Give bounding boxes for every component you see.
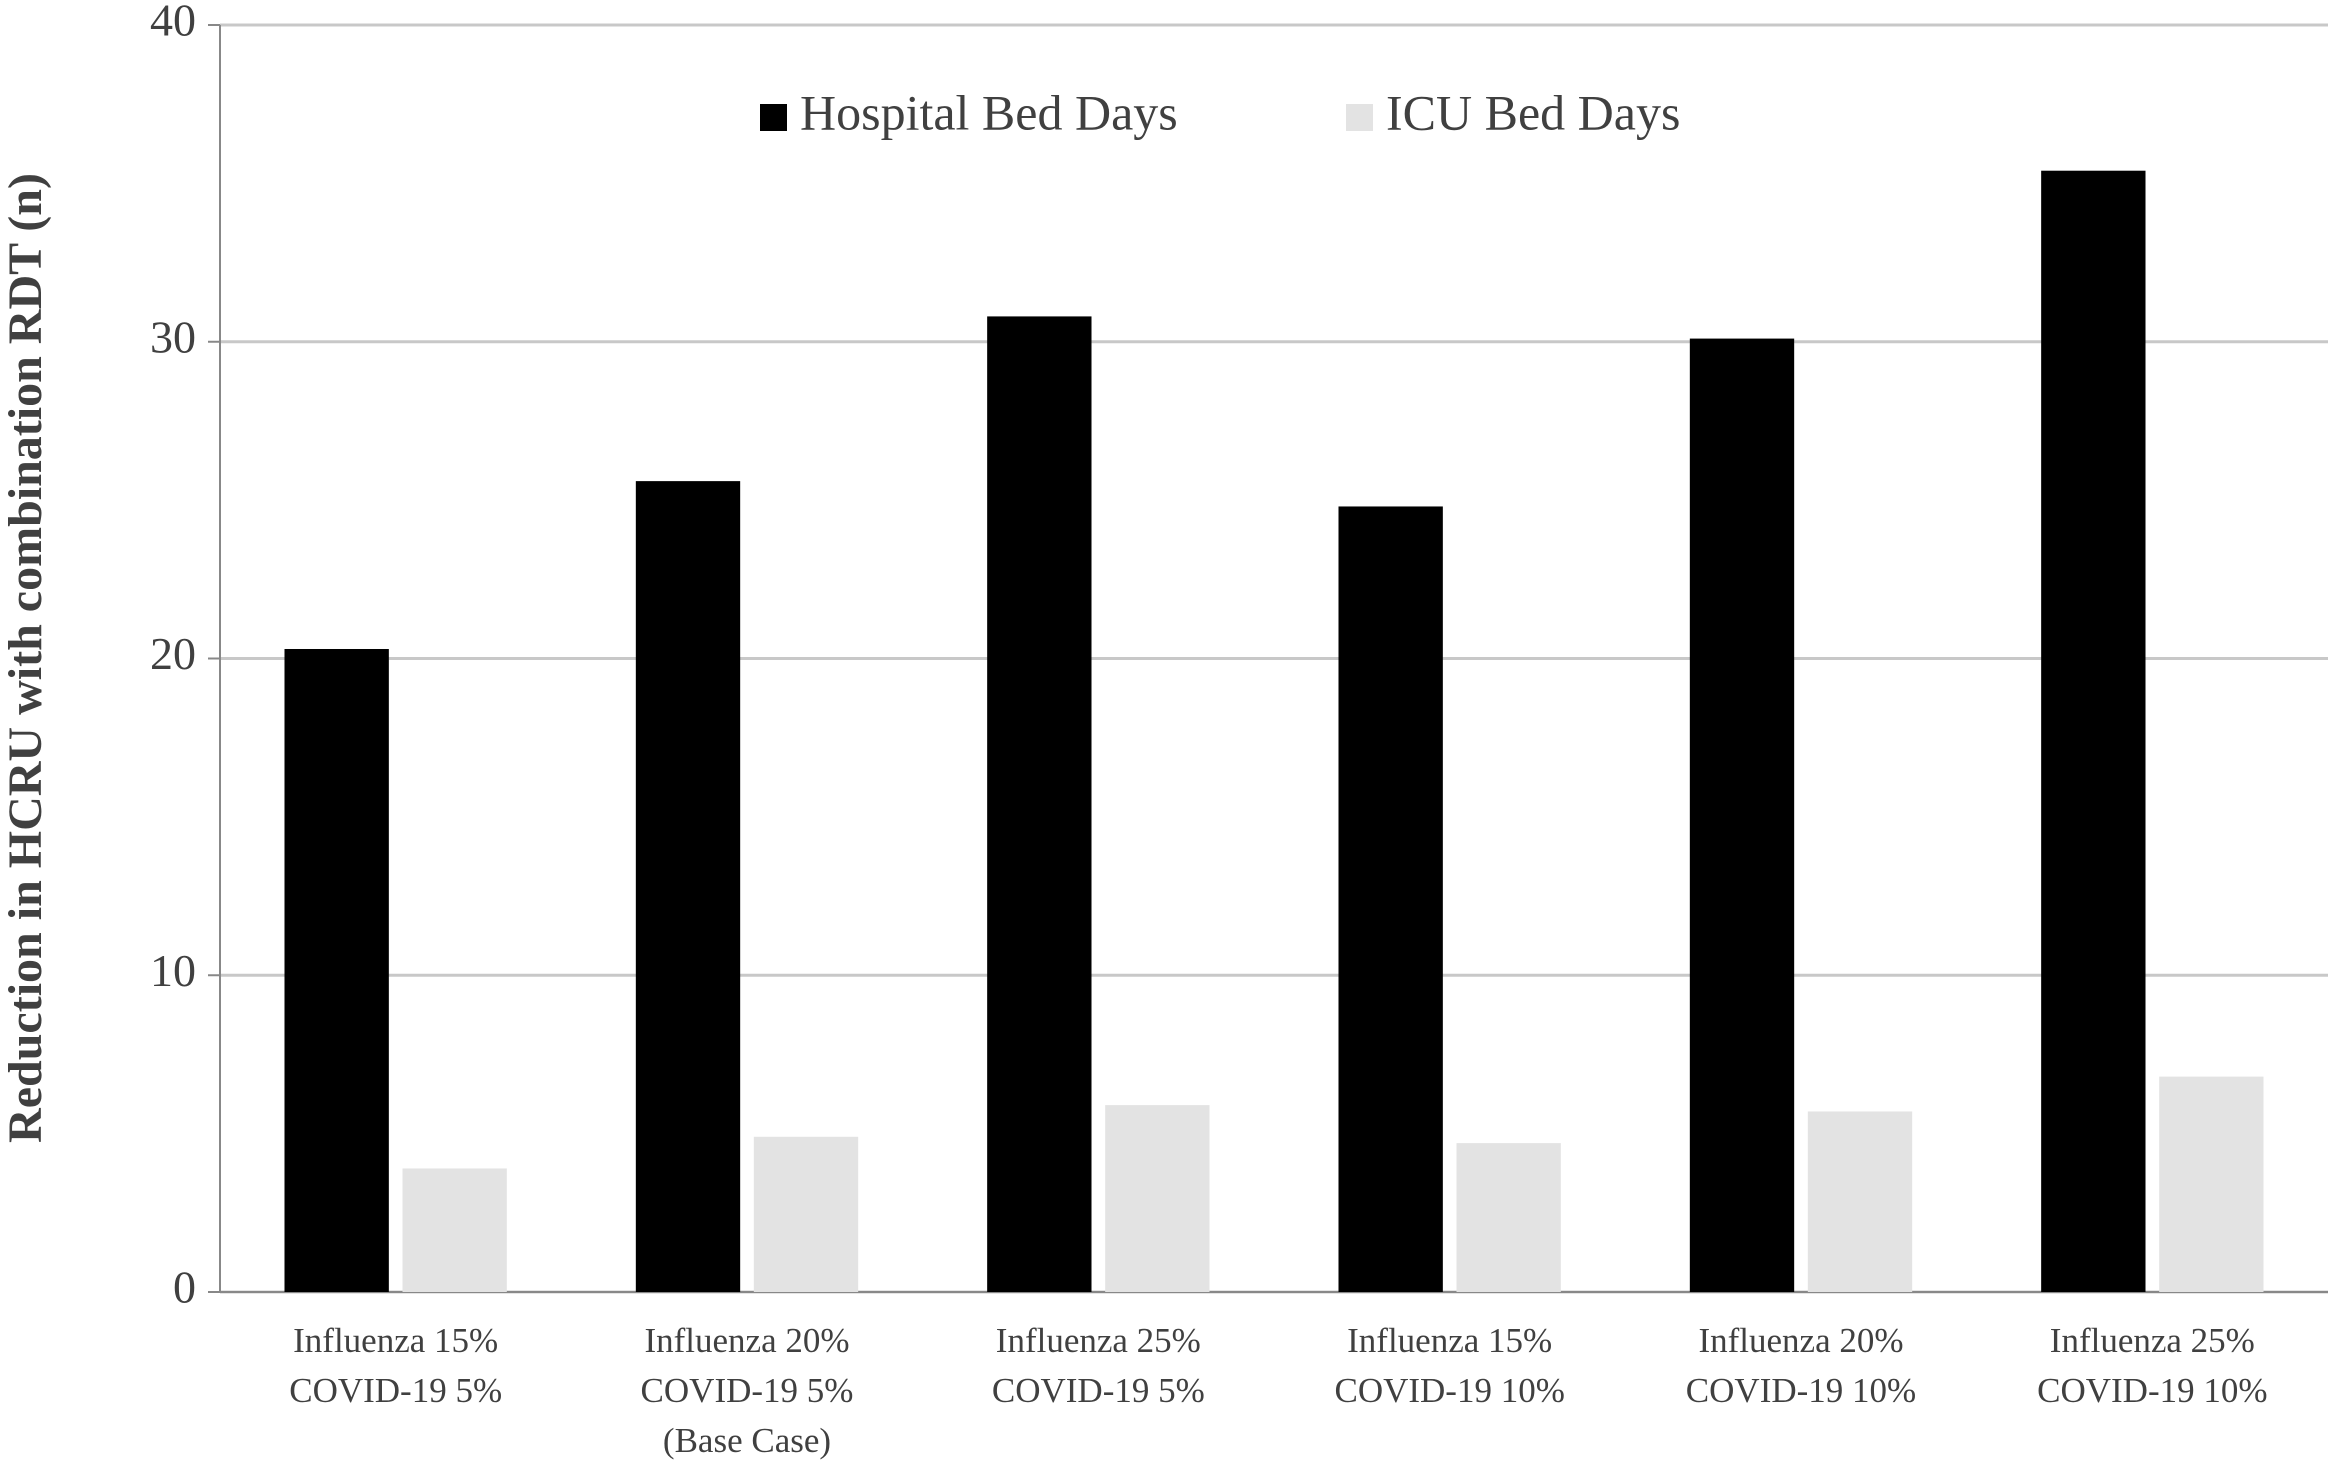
x-tick-label: COVID-19 5% [641,1371,854,1410]
y-tick-label: 10 [150,945,196,996]
bar [402,1168,507,1292]
x-tick-label: COVID-19 10% [1686,1371,1916,1410]
legend-swatch [1346,104,1373,131]
bar [1689,338,1795,1292]
bar [987,316,1092,1292]
y-tick-label: 20 [150,628,196,679]
x-tick-label: Influenza 15% [1347,1321,1552,1360]
legend-label: Hospital Bed Days [800,84,1178,140]
legend-swatch [760,104,787,131]
bar [753,1136,859,1292]
x-tick-label: COVID-19 5% [992,1371,1205,1410]
x-tick-label: Influenza 25% [2050,1321,2255,1360]
bar [1338,506,1443,1293]
bar [284,648,389,1292]
bar [1807,1111,1913,1292]
x-tick-label: Influenza 15% [293,1321,498,1360]
bar [1105,1105,1210,1292]
bar [635,481,741,1292]
x-tick-label: Influenza 20% [1698,1321,1903,1360]
x-tick-label: COVID-19 5% [289,1371,502,1410]
x-tick-label: Influenza 20% [644,1321,849,1360]
x-tick-label: Influenza 25% [996,1321,1201,1360]
x-tick-label: COVID-19 10% [2037,1371,2267,1410]
x-tick-label: COVID-19 10% [1334,1371,1564,1410]
y-tick-label: 40 [150,0,196,46]
bar [2041,170,2146,1293]
y-axis-label: Reduction in HCRU with combination RDT (… [0,173,52,1143]
bar [1456,1143,1561,1292]
x-tick-label: (Base Case) [663,1421,831,1460]
y-tick-label: 0 [173,1262,196,1313]
bar [2159,1076,2264,1292]
legend-label: ICU Bed Days [1386,84,1680,140]
y-tick-label: 30 [150,311,196,362]
